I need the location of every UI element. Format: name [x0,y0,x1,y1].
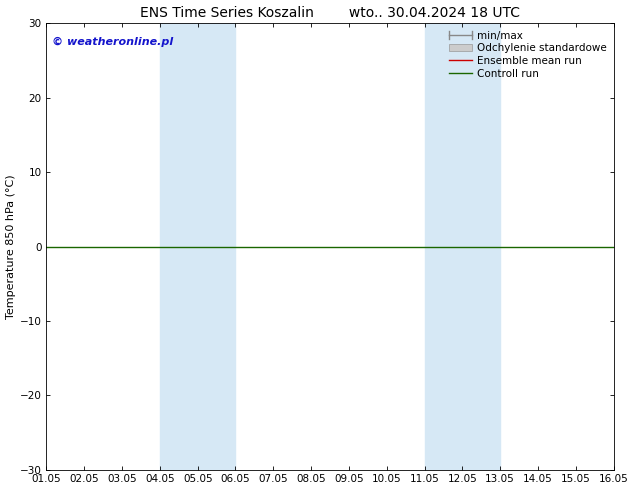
Text: © weatheronline.pl: © weatheronline.pl [52,37,173,47]
Bar [425,24,500,469]
Y-axis label: Temperature 850 hPa (°C): Temperature 850 hPa (°C) [6,174,16,319]
Legend: min/max, Odchylenie standardowe, Ensemble mean run, Controll run: min/max, Odchylenie standardowe, Ensembl… [448,29,609,81]
Bar [160,24,235,469]
Title: ENS Time Series Koszalin        wto.. 30.04.2024 18 UTC: ENS Time Series Koszalin wto.. 30.04.202… [140,5,520,20]
